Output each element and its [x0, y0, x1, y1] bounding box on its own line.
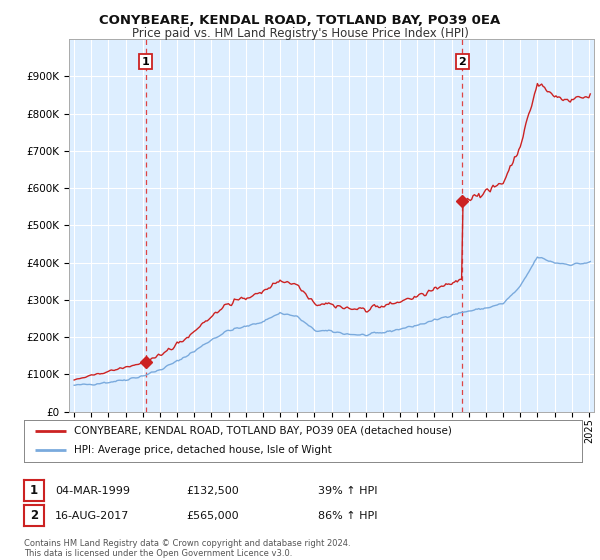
Text: Price paid vs. HM Land Registry's House Price Index (HPI): Price paid vs. HM Land Registry's House …	[131, 27, 469, 40]
Text: 39% ↑ HPI: 39% ↑ HPI	[318, 486, 377, 496]
Text: 2: 2	[30, 509, 38, 522]
Text: 04-MAR-1999: 04-MAR-1999	[55, 486, 130, 496]
Text: 16-AUG-2017: 16-AUG-2017	[55, 511, 130, 521]
Text: 2: 2	[458, 57, 466, 67]
Text: CONYBEARE, KENDAL ROAD, TOTLAND BAY, PO39 0EA (detached house): CONYBEARE, KENDAL ROAD, TOTLAND BAY, PO3…	[74, 426, 452, 436]
Text: CONYBEARE, KENDAL ROAD, TOTLAND BAY, PO39 0EA: CONYBEARE, KENDAL ROAD, TOTLAND BAY, PO3…	[100, 14, 500, 27]
Text: 1: 1	[142, 57, 149, 67]
Text: £565,000: £565,000	[186, 511, 239, 521]
Text: £132,500: £132,500	[186, 486, 239, 496]
Text: 1: 1	[30, 484, 38, 497]
Text: 86% ↑ HPI: 86% ↑ HPI	[318, 511, 377, 521]
Text: Contains HM Land Registry data © Crown copyright and database right 2024.
This d: Contains HM Land Registry data © Crown c…	[24, 539, 350, 558]
Text: HPI: Average price, detached house, Isle of Wight: HPI: Average price, detached house, Isle…	[74, 445, 332, 455]
